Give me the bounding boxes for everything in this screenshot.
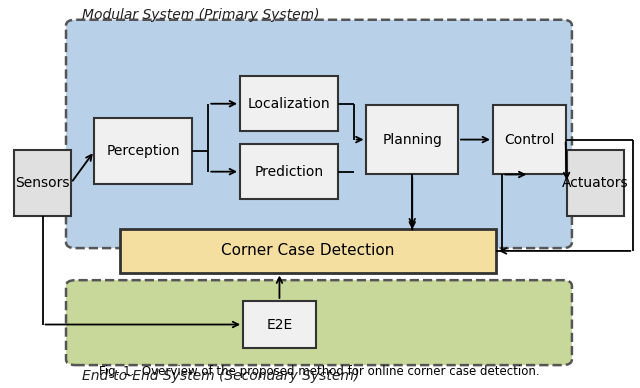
Text: Planning: Planning xyxy=(382,133,442,147)
Bar xyxy=(567,150,624,216)
Text: E2E: E2E xyxy=(266,317,292,331)
Bar xyxy=(366,105,458,175)
Text: Corner Case Detection: Corner Case Detection xyxy=(221,243,395,258)
Bar xyxy=(120,229,496,273)
Bar xyxy=(240,144,338,199)
Text: Sensors: Sensors xyxy=(15,176,70,190)
Text: Prediction: Prediction xyxy=(254,165,323,178)
Text: End-to-End System (Secondary System): End-to-End System (Secondary System) xyxy=(82,369,359,383)
Bar xyxy=(493,105,566,175)
Text: Fig. 1.  Overview of the proposed method for online corner case detection.: Fig. 1. Overview of the proposed method … xyxy=(99,365,540,378)
Text: Perception: Perception xyxy=(107,144,180,158)
Text: Control: Control xyxy=(504,133,554,147)
Text: Localization: Localization xyxy=(248,97,330,111)
Text: Actuators: Actuators xyxy=(562,176,628,190)
Bar xyxy=(14,150,71,216)
FancyBboxPatch shape xyxy=(66,20,572,248)
Bar xyxy=(240,76,338,131)
Bar xyxy=(95,118,193,184)
FancyBboxPatch shape xyxy=(66,280,572,365)
Bar xyxy=(243,301,316,348)
Text: Modular System (Primary System): Modular System (Primary System) xyxy=(82,8,319,22)
